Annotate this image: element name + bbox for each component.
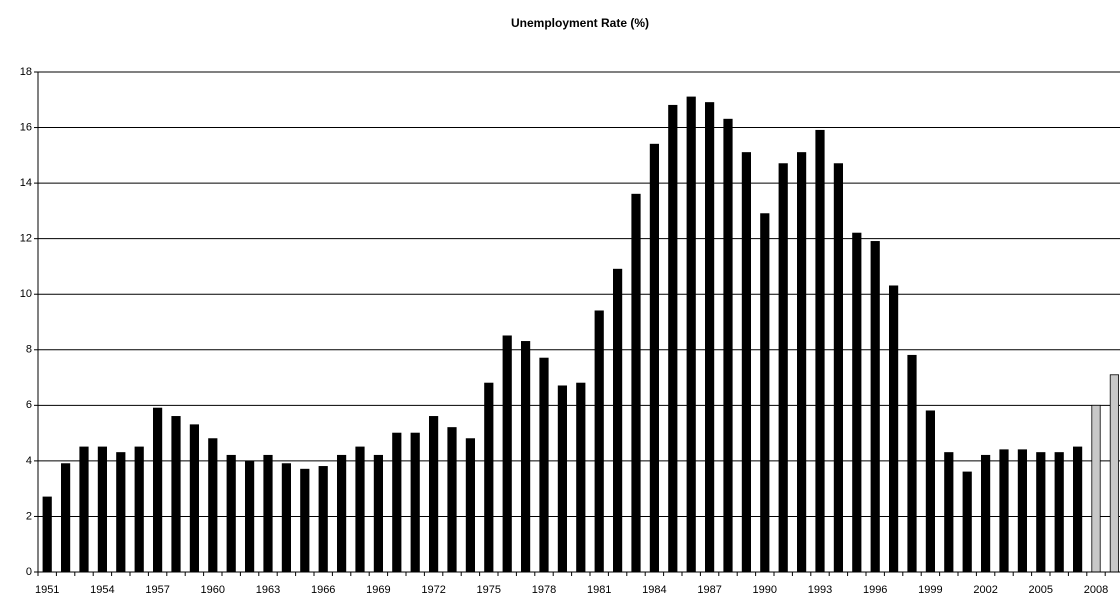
bar bbox=[815, 129, 825, 573]
bar bbox=[1054, 452, 1064, 573]
x-tick-label: 1963 bbox=[256, 584, 280, 596]
bar bbox=[889, 285, 899, 573]
bar bbox=[1109, 374, 1119, 573]
bar bbox=[465, 438, 476, 573]
x-tick-label: 1987 bbox=[697, 584, 721, 596]
x-tick-label: 1966 bbox=[311, 584, 335, 596]
bar bbox=[410, 432, 420, 573]
bar bbox=[116, 452, 126, 573]
bar bbox=[189, 424, 199, 573]
x-tick-label: 1984 bbox=[642, 584, 666, 596]
x-tick-label: 1975 bbox=[477, 584, 501, 596]
bar bbox=[355, 446, 365, 573]
bar bbox=[576, 382, 586, 573]
bar bbox=[392, 432, 402, 573]
bar bbox=[539, 357, 549, 573]
bar bbox=[336, 454, 347, 573]
x-tick-label: 1990 bbox=[753, 584, 777, 596]
bar bbox=[1091, 404, 1101, 573]
bar bbox=[208, 438, 218, 573]
bar bbox=[907, 354, 917, 573]
bar bbox=[373, 454, 384, 573]
x-tick-label: 1981 bbox=[587, 584, 611, 596]
y-tick-label: 10 bbox=[20, 288, 32, 300]
bar bbox=[263, 454, 273, 573]
x-tick-label: 1951 bbox=[35, 584, 59, 596]
bar bbox=[1036, 452, 1046, 573]
bar bbox=[944, 452, 954, 573]
bar bbox=[778, 163, 788, 573]
bar bbox=[962, 471, 972, 573]
bar bbox=[318, 466, 328, 573]
bar bbox=[594, 310, 604, 573]
chart-title: Unemployment Rate (%) bbox=[511, 16, 649, 30]
bar bbox=[797, 152, 807, 573]
bar bbox=[686, 96, 696, 573]
bar bbox=[649, 143, 660, 573]
y-tick-label: 0 bbox=[26, 566, 32, 578]
bar bbox=[705, 102, 715, 573]
x-tick-label: 1957 bbox=[145, 584, 169, 596]
bar bbox=[502, 335, 512, 573]
bar bbox=[833, 163, 844, 573]
bar bbox=[870, 241, 880, 573]
bar bbox=[79, 446, 89, 573]
bar bbox=[171, 416, 181, 573]
bar bbox=[741, 152, 752, 573]
bar bbox=[428, 416, 439, 573]
bar bbox=[999, 449, 1009, 573]
y-tick-label: 18 bbox=[20, 66, 32, 78]
x-tick-label: 2008 bbox=[1084, 584, 1108, 596]
x-tick-label: 1978 bbox=[532, 584, 556, 596]
bar bbox=[447, 427, 457, 573]
y-tick-label: 12 bbox=[20, 233, 32, 245]
bar bbox=[152, 407, 163, 573]
x-tick-label: 1993 bbox=[808, 584, 832, 596]
bar bbox=[300, 468, 310, 573]
x-tick-label: 1954 bbox=[90, 584, 114, 596]
x-tick-label: 1972 bbox=[421, 584, 445, 596]
bar bbox=[668, 104, 678, 573]
x-tick-label: 2002 bbox=[973, 584, 997, 596]
bar bbox=[1073, 446, 1083, 573]
bar bbox=[613, 268, 623, 573]
y-tick-label: 4 bbox=[26, 455, 32, 467]
bar bbox=[42, 496, 52, 573]
bar bbox=[244, 460, 255, 573]
y-tick-label: 14 bbox=[20, 177, 32, 189]
bar bbox=[226, 454, 236, 573]
x-tick-label: 1969 bbox=[366, 584, 390, 596]
x-tick-label: 1999 bbox=[918, 584, 942, 596]
y-tick-label: 6 bbox=[26, 399, 32, 411]
bar bbox=[281, 463, 292, 573]
y-tick-label: 2 bbox=[26, 510, 32, 522]
bar bbox=[760, 213, 770, 573]
x-tick-label: 1996 bbox=[863, 584, 887, 596]
bar bbox=[521, 341, 531, 573]
x-tick-label: 2005 bbox=[1029, 584, 1053, 596]
bar bbox=[1017, 449, 1028, 573]
y-tick-label: 8 bbox=[26, 344, 32, 356]
x-tick-label: 1960 bbox=[201, 584, 225, 596]
bar bbox=[981, 454, 991, 573]
bar bbox=[134, 446, 144, 573]
bar bbox=[723, 118, 733, 573]
bar bbox=[631, 193, 641, 573]
bar bbox=[852, 232, 862, 573]
bar bbox=[97, 446, 107, 573]
bar bbox=[484, 382, 494, 573]
bar bbox=[925, 410, 936, 573]
bar bbox=[61, 463, 71, 573]
y-tick-label: 16 bbox=[20, 121, 32, 133]
bar bbox=[557, 385, 568, 573]
